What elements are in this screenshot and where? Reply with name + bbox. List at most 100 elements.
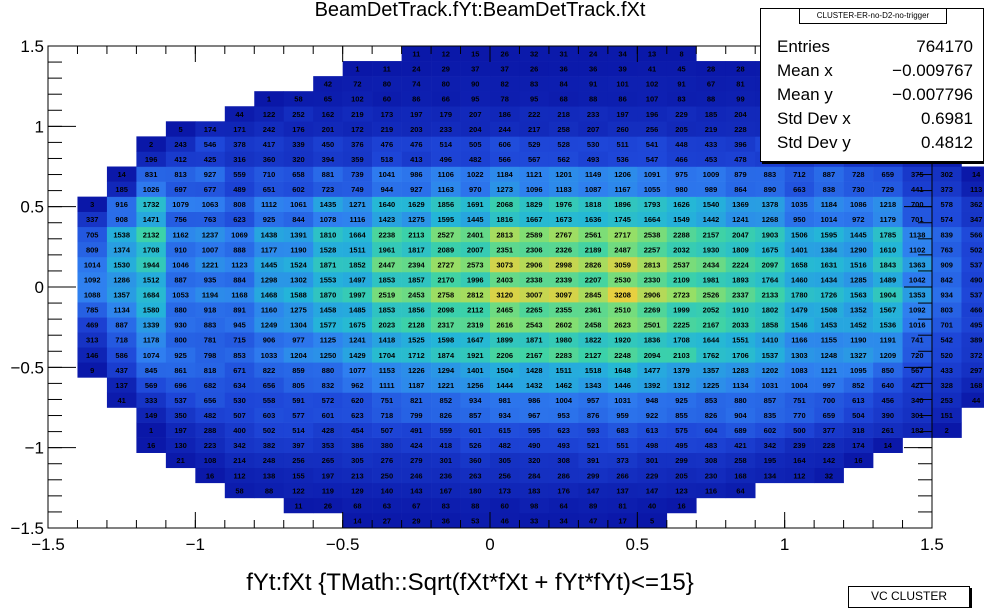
cell-value-label: 1435 bbox=[320, 200, 337, 209]
heatmap-cell bbox=[431, 226, 461, 243]
cell-value-label: 12 bbox=[442, 50, 450, 59]
cell-value-label: 1540 bbox=[703, 200, 720, 209]
heatmap-cell bbox=[136, 151, 167, 167]
heatmap-cell bbox=[784, 181, 815, 197]
heatmap-cell bbox=[873, 302, 903, 318]
y-tick-label: −1.5 bbox=[10, 519, 44, 538]
cell-value-label: 880 bbox=[734, 396, 747, 405]
cell-value-label: 2 bbox=[945, 426, 949, 435]
heatmap-cell bbox=[902, 287, 933, 303]
heatmap-cell bbox=[843, 166, 874, 182]
cell-value-label: 567 bbox=[528, 155, 541, 164]
cell-value-label: 88 bbox=[707, 95, 715, 104]
cell-value-label: 1095 bbox=[850, 366, 867, 375]
cell-value-label: 844 bbox=[292, 215, 305, 224]
cell-value-label: 700 bbox=[911, 200, 924, 209]
cell-value-label: 620 bbox=[351, 396, 364, 405]
cell-value-label: 500 bbox=[793, 426, 806, 435]
heatmap-cell bbox=[932, 226, 962, 243]
heatmap-cell bbox=[342, 332, 373, 348]
heatmap-cell bbox=[165, 256, 196, 273]
heatmap-cell bbox=[696, 196, 727, 212]
heatmap-cell bbox=[490, 377, 520, 393]
cell-value-label: 207 bbox=[587, 125, 600, 134]
cell-value-label: 1673 bbox=[555, 215, 572, 224]
heatmap-cell bbox=[431, 241, 461, 258]
cell-value-label: 476 bbox=[410, 140, 423, 149]
heatmap-cell bbox=[401, 121, 432, 137]
cell-value-label: 1327 bbox=[850, 351, 867, 360]
cell-value-label: 258 bbox=[734, 456, 747, 465]
heatmap-cell bbox=[637, 76, 668, 92]
cell-value-label: 2519 bbox=[379, 291, 396, 300]
heatmap-cell bbox=[607, 136, 638, 152]
cell-value-label: 602 bbox=[764, 426, 777, 435]
heatmap-cell bbox=[342, 302, 373, 318]
heatmap-cell bbox=[814, 302, 844, 318]
heatmap-cell bbox=[696, 151, 727, 167]
cell-value-label: 333 bbox=[145, 396, 158, 405]
heatmap-cell bbox=[136, 302, 167, 318]
cell-value-label: 26 bbox=[530, 65, 538, 74]
cell-value-label: 2510 bbox=[614, 306, 631, 315]
x-tick-label: −1.5 bbox=[31, 535, 65, 554]
cell-value-label: 372 bbox=[970, 351, 983, 360]
cell-value-label: 201 bbox=[322, 125, 335, 134]
heatmap-cell bbox=[254, 181, 285, 197]
heatmap-cell bbox=[283, 377, 314, 393]
heatmap-cell bbox=[578, 362, 609, 378]
heatmap-cell bbox=[548, 256, 579, 273]
cell-value-label: 1298 bbox=[261, 275, 278, 284]
heatmap-cell bbox=[578, 512, 609, 529]
cell-value-label: 541 bbox=[646, 140, 659, 149]
cell-value-label: 1423 bbox=[379, 215, 396, 224]
heatmap-cell bbox=[607, 422, 638, 438]
heatmap-cell bbox=[725, 437, 756, 453]
heatmap-cell bbox=[224, 136, 255, 152]
heatmap-cell bbox=[843, 211, 874, 228]
cell-value-label: 122 bbox=[263, 110, 276, 119]
heatmap-cell bbox=[637, 332, 668, 348]
heatmap-cell bbox=[77, 317, 108, 333]
heatmap-cell bbox=[932, 271, 962, 288]
heatmap-cell bbox=[784, 347, 815, 363]
cell-value-label: 173 bbox=[381, 110, 394, 119]
cell-value-label: 149 bbox=[145, 411, 158, 420]
cell-value-label: 197 bbox=[410, 110, 423, 119]
heatmap-cell bbox=[431, 196, 461, 212]
cell-value-label: 925 bbox=[675, 396, 688, 405]
heatmap-cell bbox=[106, 256, 137, 273]
heatmap-cell bbox=[696, 452, 727, 469]
cell-value-label: 67 bbox=[707, 80, 715, 89]
heatmap-cell bbox=[873, 241, 903, 258]
cell-value-label: 1250 bbox=[320, 351, 337, 360]
cell-value-label: 1111 bbox=[379, 381, 394, 390]
cell-value-label: 1031 bbox=[762, 381, 779, 390]
cell-value-label: 138 bbox=[263, 471, 276, 480]
cell-value-label: 839 bbox=[940, 230, 953, 239]
cell-value-label: 891 bbox=[233, 306, 246, 315]
heatmap-cell bbox=[814, 226, 844, 243]
cell-value-label: 1429 bbox=[349, 351, 366, 360]
cell-value-label: 2157 bbox=[703, 230, 720, 239]
heatmap-cell bbox=[902, 302, 933, 318]
cell-value-label: 213 bbox=[351, 471, 364, 480]
cell-value-label: 36 bbox=[442, 516, 450, 525]
cell-value-label: 441 bbox=[911, 185, 924, 194]
heatmap-cell bbox=[784, 271, 815, 288]
cell-value-label: 469 bbox=[86, 321, 99, 330]
cell-value-label: 1921 bbox=[467, 351, 484, 360]
cell-value-label: 809 bbox=[86, 245, 99, 254]
cell-value-label: 514 bbox=[440, 140, 453, 149]
cell-value-label: 236 bbox=[440, 471, 453, 480]
heatmap-cell bbox=[460, 482, 491, 499]
heatmap-cell bbox=[814, 362, 844, 378]
heatmap-cell bbox=[372, 136, 402, 152]
heatmap-cell bbox=[224, 211, 255, 228]
heatmap-cell bbox=[490, 151, 520, 167]
heatmap-cell bbox=[637, 91, 668, 107]
cell-value-label: 44 bbox=[235, 110, 244, 119]
cell-value-label: 482 bbox=[469, 155, 482, 164]
stats-value: 764170 bbox=[916, 37, 973, 56]
cell-value-label: 536 bbox=[616, 155, 629, 164]
